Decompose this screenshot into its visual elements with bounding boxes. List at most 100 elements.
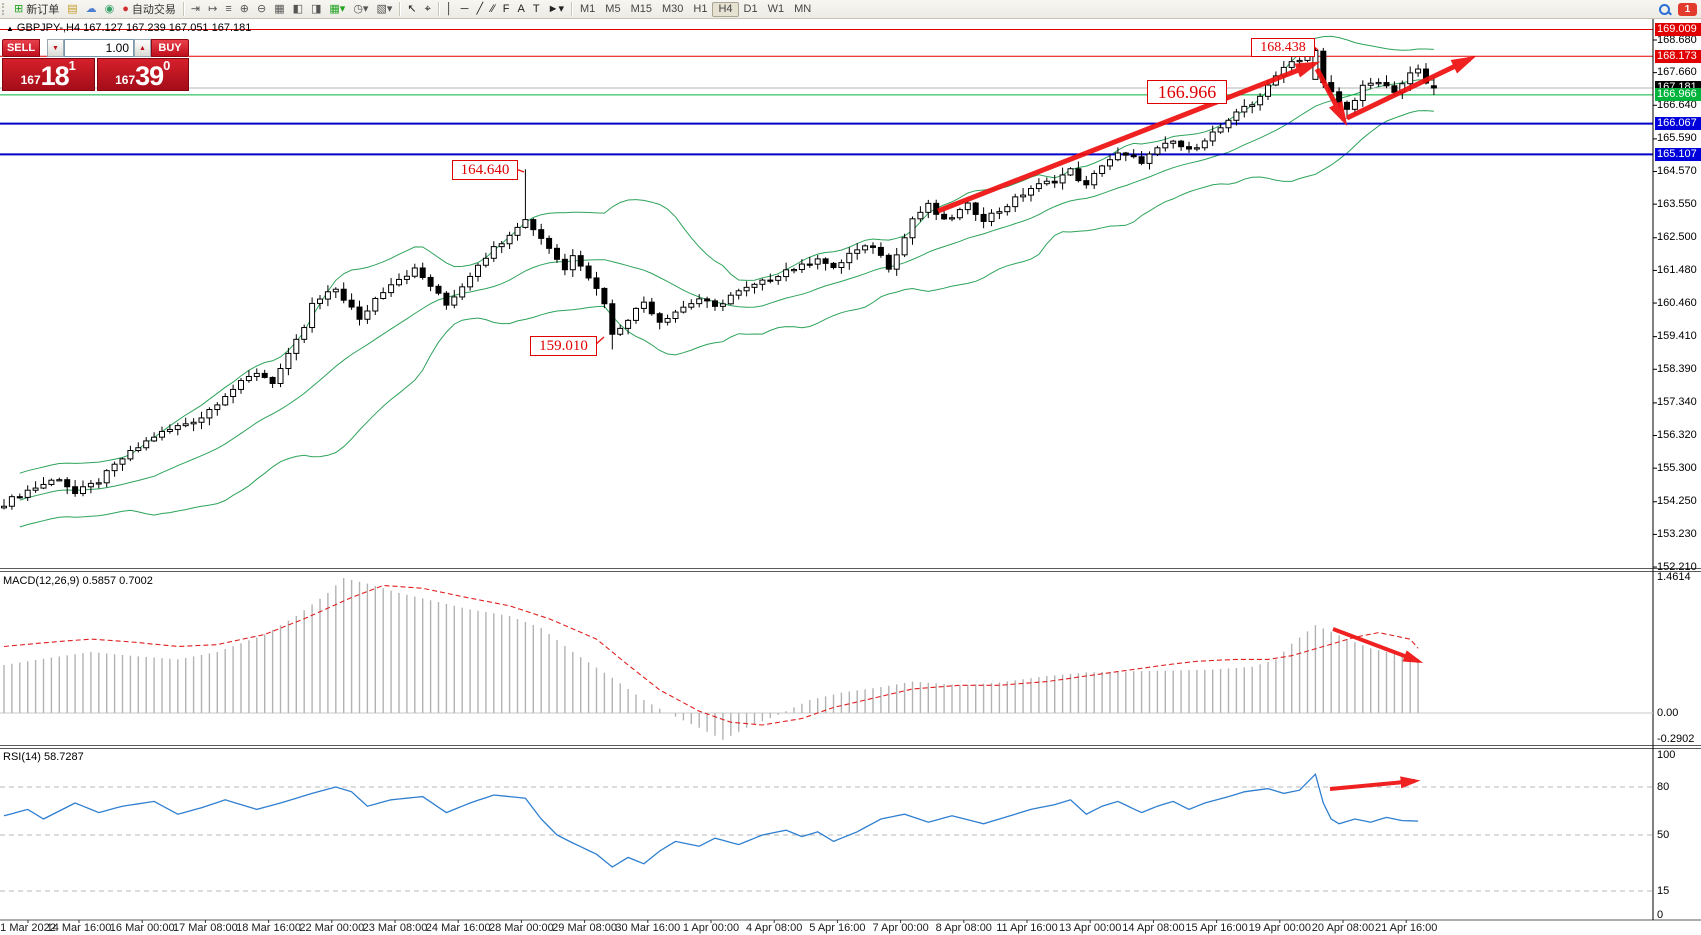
new-order-button[interactable]: ⊞ 新订单 [10, 1, 63, 17]
macd-signal-line [3, 584, 1419, 726]
volume-decrease-button[interactable]: ▼ [47, 39, 64, 57]
periods-dropdown[interactable]: ◷▾ [349, 1, 372, 17]
trend-arrow-up-main[interactable] [937, 61, 1321, 214]
templates-dropdown[interactable]: ▧▾ [372, 1, 396, 17]
time-label-19: 15 Apr 16:00 [1185, 922, 1248, 934]
indicator-windows-icon[interactable]: ≡ [221, 1, 235, 17]
vline-tool-glyph: │ [445, 3, 453, 15]
fibonacci-tool[interactable]: F [499, 1, 514, 17]
rsi-arrow-flat[interactable] [1329, 776, 1421, 791]
notification-badge[interactable]: 1 [1678, 2, 1697, 16]
cloud-icon[interactable]: ☁ [82, 1, 101, 17]
label-tool[interactable]: T [529, 1, 544, 17]
periods-dropdown-glyph: ◷▾ [353, 3, 369, 15]
rsi-indicator-label: RSI(14) 58.7287 [3, 751, 84, 763]
sell-button[interactable]: SELL [2, 39, 40, 57]
zoom-out-icon[interactable]: ⊖ [253, 1, 270, 17]
time-label-21: 20 Apr 08:00 [1311, 922, 1375, 934]
tile-windows-icon[interactable]: ▦ [270, 1, 288, 17]
time-label-1: 14 Mar 16:00 [46, 922, 112, 934]
timeframe-button-mn[interactable]: MN [794, 2, 812, 15]
price-label-156.320: 156.320 [1657, 429, 1697, 442]
auto-scroll-icon-glyph: ↦ [208, 3, 218, 15]
timeframe-button-m15[interactable]: M15 [630, 2, 652, 15]
cursor-tool[interactable]: ↖ [403, 1, 420, 17]
price-callout-166966[interactable]: 166.966 [1147, 80, 1227, 104]
styles-icon-glyph: ▤ [67, 3, 78, 15]
price-label-167.660: 167.660 [1657, 66, 1697, 79]
toolbar-separator [182, 2, 184, 16]
candles-group [1, 47, 1437, 510]
price-tag-168.173: 168.173 [1655, 49, 1701, 63]
buy-price-button[interactable]: 167 39 0 [96, 58, 189, 91]
rsi-scale-80: 80 [1657, 780, 1670, 793]
macd-scale-1.4614: 1.4614 [1657, 571, 1691, 584]
price-label-155.300: 155.300 [1657, 461, 1697, 474]
new-order-button-glyph: ⊞ [14, 3, 24, 15]
time-label-3: 17 Mar 08:00 [172, 922, 238, 934]
macd-scale-0.00: 0.00 [1657, 706, 1679, 719]
timeframe-button-d1[interactable]: D1 [743, 2, 758, 15]
channel-tool[interactable]: ∕∕ [487, 1, 499, 17]
time-label-22: 21 Apr 16:00 [1374, 922, 1438, 934]
toolbar-grip [2, 3, 8, 15]
time-label-20: 19 Apr 00:00 [1248, 922, 1311, 934]
price-tag-169.009: 169.009 [1655, 22, 1701, 36]
toolbar-separator [437, 2, 439, 16]
toolbar-right-icons: 1 [1659, 2, 1697, 16]
arrows-tool-glyph: ►▾ [547, 3, 565, 15]
crosshair-tool[interactable]: ⌖ [421, 1, 435, 17]
timeframe-button-w1[interactable]: W1 [767, 2, 785, 15]
sell-price-point: 1 [68, 58, 76, 73]
new-chart-dropdown[interactable]: ▦▾ [325, 1, 349, 17]
chart-shift-icon[interactable]: ⇥ [187, 1, 204, 17]
chart-shift-icon-glyph: ⇥ [190, 3, 201, 15]
buy-price-pips: 39 [135, 61, 164, 91]
rsi-line [3, 772, 1419, 868]
autotrade-button-glyph: ● [122, 3, 129, 15]
search-icon[interactable] [1659, 3, 1672, 15]
autotrade-button[interactable]: ● 自动交易 [118, 1, 180, 17]
cursor-tool-glyph: ↖ [407, 3, 417, 15]
timeframe-button-m30[interactable]: M30 [661, 2, 684, 15]
volume-input[interactable]: 1.00 [64, 39, 134, 57]
timeframe-button-h4[interactable]: H4 [712, 1, 739, 17]
buy-button[interactable]: BUY [151, 39, 189, 57]
hline-tool[interactable]: ─ [457, 1, 473, 17]
rsi-scale-100: 100 [1657, 748, 1676, 761]
time-label-0: 1 Mar 2022 [0, 922, 56, 934]
time-label-17: 13 Apr 00:00 [1058, 922, 1122, 934]
price-callout-164640[interactable]: 164.640 [452, 160, 518, 180]
trend-arrow-continuation[interactable] [1345, 55, 1477, 121]
timeframe-button-m5[interactable]: M5 [605, 2, 621, 15]
sell-price-button[interactable]: 167 18 1 [2, 58, 95, 91]
signals-icon[interactable]: ◉ [101, 1, 119, 17]
volume-increase-button[interactable]: ▲ [134, 39, 151, 57]
auto-scroll-icon[interactable]: ↦ [204, 1, 221, 17]
price-label-157.340: 157.340 [1657, 396, 1697, 409]
rsi-scale-0: 0 [1657, 908, 1664, 921]
arrows-tool[interactable]: ►▾ [544, 1, 568, 17]
zoom-in-icon[interactable]: ⊕ [236, 1, 253, 17]
timeframe-button-h1[interactable]: H1 [693, 2, 708, 15]
trendline-tool[interactable]: ╱ [472, 1, 487, 17]
timeframe-button-m1[interactable]: M1 [580, 2, 596, 15]
macd-arrow-down[interactable] [1332, 627, 1424, 663]
templates-dropdown-glyph: ▧▾ [376, 3, 393, 15]
channel-tool-glyph: ∕∕ [491, 3, 495, 15]
text-tool[interactable]: A [514, 1, 529, 17]
step-forward-icon[interactable]: ◨ [307, 1, 325, 17]
price-callout-159010[interactable]: 159.010 [530, 336, 597, 356]
new-order-button-label: 新订单 [26, 4, 60, 16]
price-label-154.250: 154.250 [1657, 495, 1697, 508]
price-callout-168438[interactable]: 168.438 [1251, 38, 1315, 57]
time-label-7: 24 Mar 16:00 [425, 922, 491, 934]
step-back-icon[interactable]: ◧ [289, 1, 307, 17]
vline-tool[interactable]: │ [442, 1, 457, 17]
new-chart-dropdown-glyph: ▦▾ [329, 3, 346, 15]
trend-arrow-pullback[interactable] [1314, 67, 1348, 127]
styles-icon[interactable]: ▤ [63, 1, 81, 17]
time-label-13: 5 Apr 16:00 [809, 922, 866, 934]
trendline-tool-glyph: ╱ [476, 3, 484, 15]
